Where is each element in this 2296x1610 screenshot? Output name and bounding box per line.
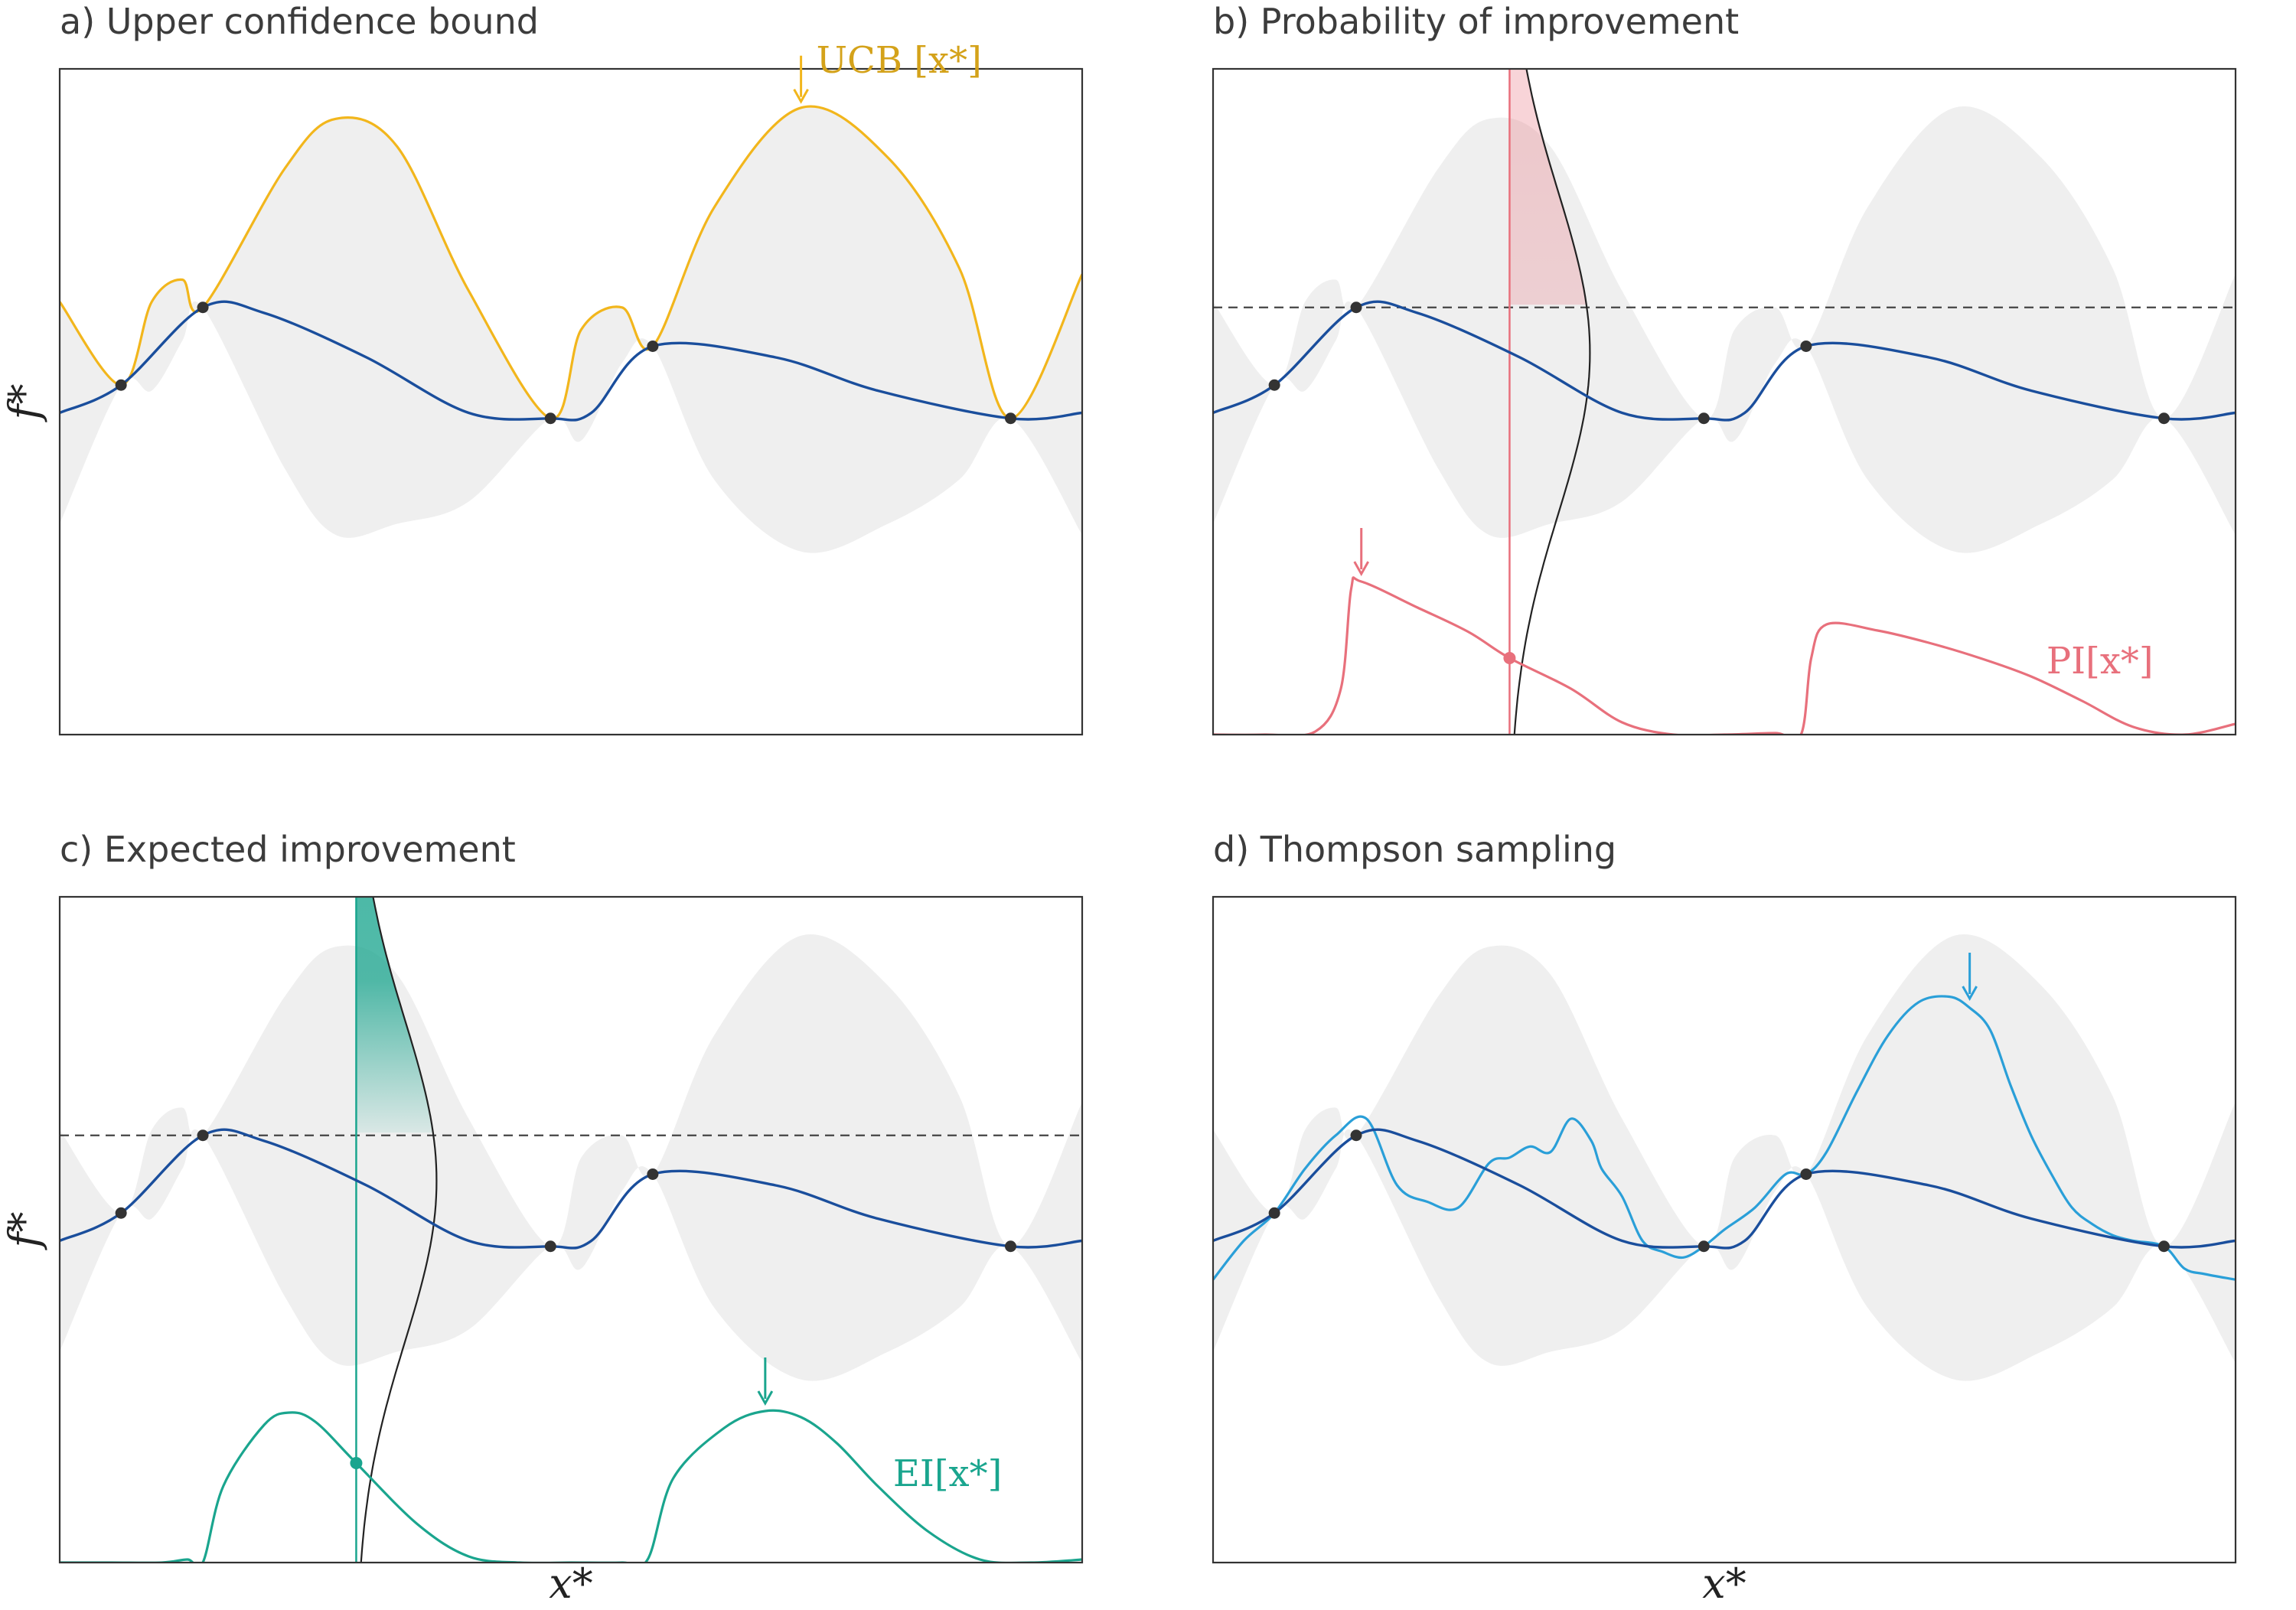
- panel-b-pi-label: PI[x*]: [2047, 640, 2154, 683]
- panel-d-observation-point: [1350, 1129, 1362, 1142]
- panel-a-plot: UCB [x*]: [58, 39, 1084, 736]
- panel-a-ucb-max-arrow: [793, 55, 809, 104]
- panel-a-observation-point: [115, 379, 127, 391]
- panel-c-frame: [58, 895, 1084, 1564]
- panel-d-plot: [1212, 895, 2237, 1564]
- y-axis-label-top: f*: [0, 384, 48, 423]
- panel-a-observation-point: [1004, 412, 1016, 425]
- panel-a-uncertainty-band: [60, 106, 1082, 553]
- panel-d-observation-point: [1268, 1207, 1280, 1219]
- panel-d-uncertainty-band: [1213, 934, 2236, 1381]
- panel-b-query-point: [1503, 652, 1516, 664]
- panel-b-plot: PI[x*]: [1212, 67, 2237, 736]
- panel-d-title: d) Thompson sampling: [1213, 829, 1616, 870]
- panel-a-observation-point: [544, 412, 556, 425]
- panel-c-plot: EI[x*]: [58, 895, 1084, 1564]
- y-axis-label-bottom: f*: [0, 1212, 48, 1251]
- panel-b-observation-point: [1800, 341, 1812, 352]
- x-axis-label-right: x*: [1702, 1559, 1746, 1608]
- panel-c-ei-label: EI[x*]: [893, 1452, 1003, 1495]
- panel-c-ei-max-arrow: [757, 1357, 774, 1406]
- panel-b-observation-point: [2157, 412, 2170, 425]
- panel-b-predictive-gaussian: [1513, 69, 1591, 735]
- panel-a-observation-point: [197, 301, 209, 314]
- x-axis-label-left: x*: [549, 1559, 592, 1608]
- panel-c-query-point: [350, 1457, 363, 1469]
- panel-b-observation-point: [1268, 379, 1280, 391]
- panel-d-observation-point: [1800, 1168, 1812, 1180]
- panel-d-thompson-sample-line: [1213, 995, 2236, 1281]
- panel-b-title: b) Probability of improvement: [1213, 1, 1739, 42]
- panel-d-observation-point: [1698, 1240, 1710, 1253]
- panel-b-acquisition-curve: [1213, 576, 2236, 735]
- panel-d-observation-point: [2157, 1240, 2170, 1253]
- panel-c-title: c) Expected improvement: [60, 829, 516, 870]
- panel-c-observation-point: [1004, 1240, 1016, 1253]
- panel-c-predictive-gaussian: [360, 897, 438, 1563]
- panel-b-uncertainty-band: [1213, 106, 2236, 553]
- panel-b-observation-point: [1350, 301, 1362, 314]
- panel-c-observation-point: [115, 1207, 127, 1219]
- panel-b-frame: [1212, 67, 2237, 736]
- panel-a-ucb-label: UCB [x*]: [817, 39, 982, 82]
- panel-a-title: a) Upper confidence bound: [60, 1, 539, 42]
- panel-c-observation-point: [647, 1168, 659, 1180]
- panel-b-pi-max-arrow: [1353, 528, 1370, 577]
- panel-a-observation-point: [647, 341, 659, 352]
- panel-a-frame: [58, 67, 1084, 736]
- panel-c-improvement-area: [356, 897, 433, 1133]
- panel-d-frame: [1212, 895, 2237, 1564]
- panel-a-ucb-line: [60, 105, 1082, 420]
- panel-c-acquisition-curve: [60, 1409, 1082, 1563]
- panel-c-observation-point: [544, 1240, 556, 1253]
- panel-c-observation-point: [197, 1129, 209, 1142]
- panel-c-uncertainty-band: [60, 934, 1082, 1381]
- panel-d-sample-max-arrow: [1962, 953, 1978, 1002]
- panel-b-observation-point: [1698, 412, 1710, 425]
- panel-b-improvement-area: [1509, 69, 1587, 305]
